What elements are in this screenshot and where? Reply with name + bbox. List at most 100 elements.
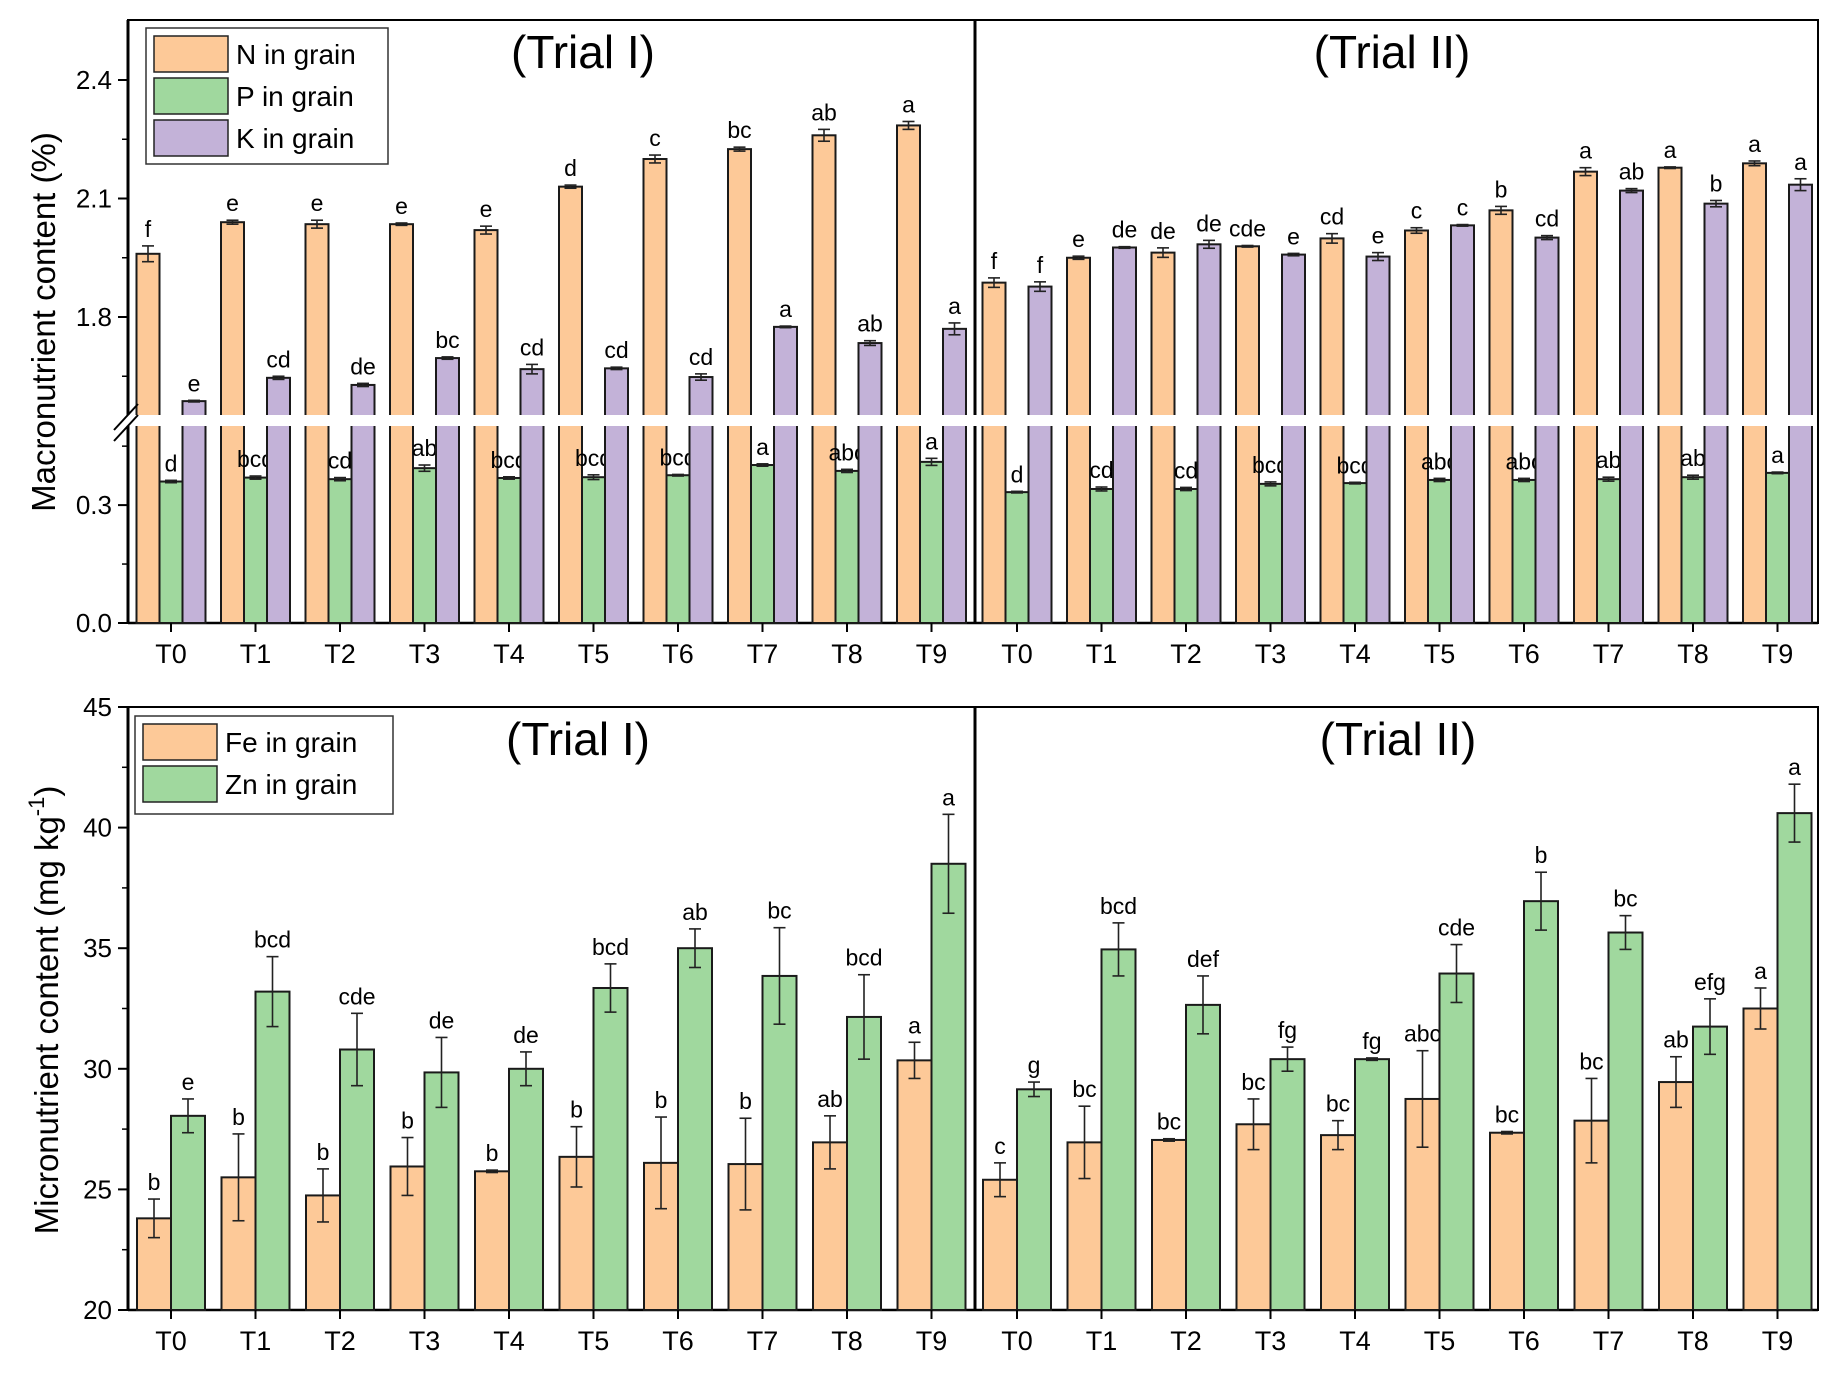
significance-label: bc xyxy=(1157,1109,1181,1135)
bar-trialii-n-t7 xyxy=(1573,170,1598,624)
bar-trialii-k-t0 xyxy=(1027,285,1053,624)
significance-label: b xyxy=(317,1139,330,1165)
significance-label: ab xyxy=(1680,445,1706,471)
significance-label: a xyxy=(1771,442,1784,468)
significance-label: d xyxy=(1011,461,1024,487)
bar-trialii-n-t9 xyxy=(1742,162,1767,624)
y-axis-title-text: Macronutrient content (%) xyxy=(25,132,62,512)
legend-label-zn: Zn in grain xyxy=(225,769,357,800)
x-tick-label: T6 xyxy=(662,639,694,669)
bar-triali-n-t4 xyxy=(473,229,499,624)
bar-triali-fe-t2 xyxy=(305,1194,341,1312)
y-tick-label: 45 xyxy=(83,692,112,722)
x-tick-label: T3 xyxy=(409,1326,441,1356)
x-tick-label: T5 xyxy=(578,1326,610,1356)
significance-label: c xyxy=(1411,198,1423,224)
significance-label: bc xyxy=(1495,1102,1519,1128)
x-tick-label: T6 xyxy=(662,1326,694,1356)
bar-triali-k-t4 xyxy=(519,368,545,625)
bar-triali-zn-t9 xyxy=(930,862,967,1312)
significance-label: a xyxy=(948,293,961,319)
significance-label: a xyxy=(1748,131,1761,157)
bar-trialii-k-t1 xyxy=(1112,246,1137,624)
bar-trialii-p-t0 xyxy=(1004,491,1030,625)
bar-trialii-fe-t6 xyxy=(1489,1131,1525,1312)
bar-triali-zn-t0 xyxy=(170,1114,206,1311)
bar-triali-p-t8 xyxy=(834,469,860,624)
x-tick-label: T1 xyxy=(1086,1326,1118,1356)
x-tick-label: T8 xyxy=(1677,1326,1709,1356)
y-tick-label: 25 xyxy=(83,1174,112,1204)
significance-label: a xyxy=(1754,958,1767,984)
legend-label-fe: Fe in grain xyxy=(225,727,357,758)
significance-label: g xyxy=(1028,1052,1041,1078)
bar-trialii-p-t3 xyxy=(1258,482,1283,624)
significance-label: bc xyxy=(1072,1076,1096,1102)
significance-label: b xyxy=(486,1140,499,1166)
significance-label: a xyxy=(1788,754,1801,780)
x-tick-label: T7 xyxy=(1593,1326,1625,1356)
significance-label: cd xyxy=(328,448,352,474)
bar-triali-zn-t2 xyxy=(339,1048,375,1312)
bar-triali-n-t0 xyxy=(135,252,161,625)
significance-label: bc xyxy=(435,327,459,353)
bar-triali-k-t3 xyxy=(435,357,460,624)
significance-label: b xyxy=(1535,842,1548,868)
x-tick-label: T2 xyxy=(1170,639,1202,669)
significance-label: d xyxy=(165,450,178,476)
significance-label: ab xyxy=(817,1086,843,1112)
significance-label: b xyxy=(401,1108,414,1134)
x-tick-label: T9 xyxy=(916,639,948,669)
legend-swatch-k xyxy=(153,119,229,157)
x-tick-label: T1 xyxy=(240,639,272,669)
significance-label: a xyxy=(942,784,955,810)
legend: N in grain P in grain K in grain xyxy=(145,27,389,165)
bar-triali-n-t9 xyxy=(896,124,921,625)
significance-label: f xyxy=(1037,252,1044,278)
significance-label: ab xyxy=(682,899,708,925)
significance-label: cd xyxy=(266,346,290,372)
bar-triali-zn-t5 xyxy=(592,986,629,1311)
y-tick-label: 2.4 xyxy=(76,65,112,95)
x-tick-label: T0 xyxy=(1001,639,1033,669)
significance-label: c xyxy=(649,125,661,151)
bar-triali-fe-t4 xyxy=(474,1170,510,1312)
significance-label: b xyxy=(1710,170,1723,196)
significance-label: cd xyxy=(1174,457,1198,483)
x-tick-label: T1 xyxy=(240,1326,272,1356)
x-tick-label: T7 xyxy=(747,639,779,669)
x-tick-label: T0 xyxy=(1001,1326,1033,1356)
significance-label: de xyxy=(350,353,376,379)
bar-trialii-zn-t0 xyxy=(1016,1088,1052,1311)
legend-label-n: N in grain xyxy=(236,39,356,70)
significance-label: bcd xyxy=(592,934,629,960)
x-tick-label: T8 xyxy=(831,1326,863,1356)
bar-trialii-p-t9 xyxy=(1765,471,1790,624)
x-tick-label: T7 xyxy=(1593,639,1625,669)
bar-triali-p-t2 xyxy=(327,478,353,624)
significance-label: a xyxy=(902,91,915,117)
bar-trialii-k-t4 xyxy=(1365,255,1391,624)
significance-label: b xyxy=(570,1097,583,1123)
bar-trialii-zn-t7 xyxy=(1607,931,1644,1311)
bar-trialii-zn-t9 xyxy=(1776,812,1813,1311)
bar-trialii-zn-t5 xyxy=(1438,972,1475,1311)
bar-trialii-fe-t0 xyxy=(982,1178,1018,1311)
x-tick-label: T7 xyxy=(747,1326,779,1356)
bar-triali-k-t7 xyxy=(773,325,798,624)
bar-trialii-n-t3 xyxy=(1235,245,1260,624)
significance-label: de xyxy=(1112,217,1138,243)
significance-label: e xyxy=(188,370,201,396)
panel-title-trial-1: (Trial I) xyxy=(511,26,655,78)
significance-label: cd xyxy=(520,334,544,360)
bar-triali-zn-t1 xyxy=(254,990,291,1312)
x-tick-label: T2 xyxy=(1170,1326,1202,1356)
bar-triali-fe-t9 xyxy=(896,1059,933,1312)
significance-label: b xyxy=(1495,176,1508,202)
bar-triali-n-t7 xyxy=(727,148,752,624)
bar-trialii-n-t8 xyxy=(1657,166,1683,624)
legend-swatch-zn xyxy=(142,765,218,803)
bar-trialii-k-t2 xyxy=(1196,243,1222,624)
